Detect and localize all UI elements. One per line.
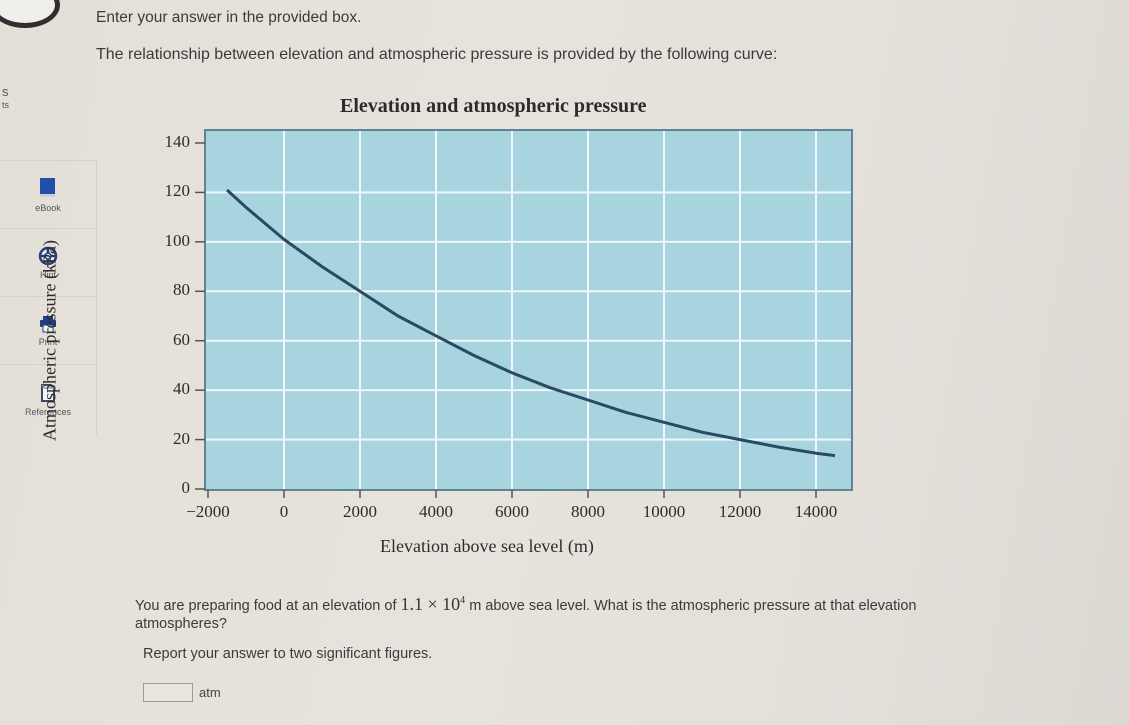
sidebar-item-print[interactable]: Print xyxy=(0,296,97,365)
y-tick-label: 140 xyxy=(164,132,191,151)
sidebar: s ts eBook Hint Print References xyxy=(0,0,100,725)
plot-background xyxy=(204,129,853,491)
lifebuoy-icon xyxy=(38,246,58,266)
y-tick-label: 40 xyxy=(173,379,190,399)
printer-icon xyxy=(40,316,56,333)
x-axis-label: Elevation above sea level (m) xyxy=(380,536,594,556)
x-tick-label: 12000 xyxy=(718,502,762,521)
elevation-value: 1.1 × 104 xyxy=(400,594,466,614)
y-tick-label: 120 xyxy=(164,181,191,201)
x-tick-label: 2000 xyxy=(343,502,377,521)
y-tick-label: 100 xyxy=(164,230,191,250)
x-tick-label: −2000 xyxy=(186,502,230,521)
question-suffix: m above sea level. What is the atmospher… xyxy=(469,598,917,614)
x-tick-label: 0 xyxy=(279,502,289,521)
y-tick-label: 60 xyxy=(173,329,190,349)
sidebar-fragment: s xyxy=(2,84,9,99)
sidebar-item-label: Print xyxy=(38,337,58,347)
pressure-curve xyxy=(225,188,836,458)
chart-title: Elevation and atmospheric pressure xyxy=(340,95,647,117)
sidebar-fragment: ts xyxy=(2,100,10,110)
x-tick-label: 4000 xyxy=(419,502,453,521)
question-text: You are preparing food at an elevation o… xyxy=(135,592,1129,633)
x-tick-label: 14000 xyxy=(794,502,838,521)
report-instruction: Report your answer to two significant fi… xyxy=(143,646,433,662)
chart-grid xyxy=(195,129,853,498)
y-tick-label: 0 xyxy=(181,478,191,497)
x-tick-label: 8000 xyxy=(571,502,605,521)
instructions-text: Enter your answer in the provided box. xyxy=(96,9,362,26)
question-line2: atmospheres? xyxy=(135,616,227,632)
x-tick-label: 10000 xyxy=(642,502,686,521)
answer-row: atm xyxy=(143,683,221,702)
sidebar-item-label: Hint xyxy=(39,270,56,280)
answer-unit: atm xyxy=(199,685,221,700)
sidebar-item-hint[interactable]: Hint xyxy=(0,228,97,297)
answer-input[interactable] xyxy=(143,683,193,702)
question-prefix: You are preparing food at an elevation o… xyxy=(135,598,397,614)
x-tick-label: 6000 xyxy=(495,502,529,521)
sidebar-item-ebook[interactable]: eBook xyxy=(0,160,97,229)
y-tick-label: 80 xyxy=(173,280,190,300)
book-icon xyxy=(40,178,55,197)
y-tick-label: 20 xyxy=(173,428,190,448)
document-icon xyxy=(41,384,55,402)
intro-text: The relationship between elevation and a… xyxy=(96,46,778,63)
sidebar-item-references[interactable]: References xyxy=(0,364,97,435)
sidebar-item-label: eBook xyxy=(35,203,61,213)
sidebar-item-label: References xyxy=(24,407,72,417)
